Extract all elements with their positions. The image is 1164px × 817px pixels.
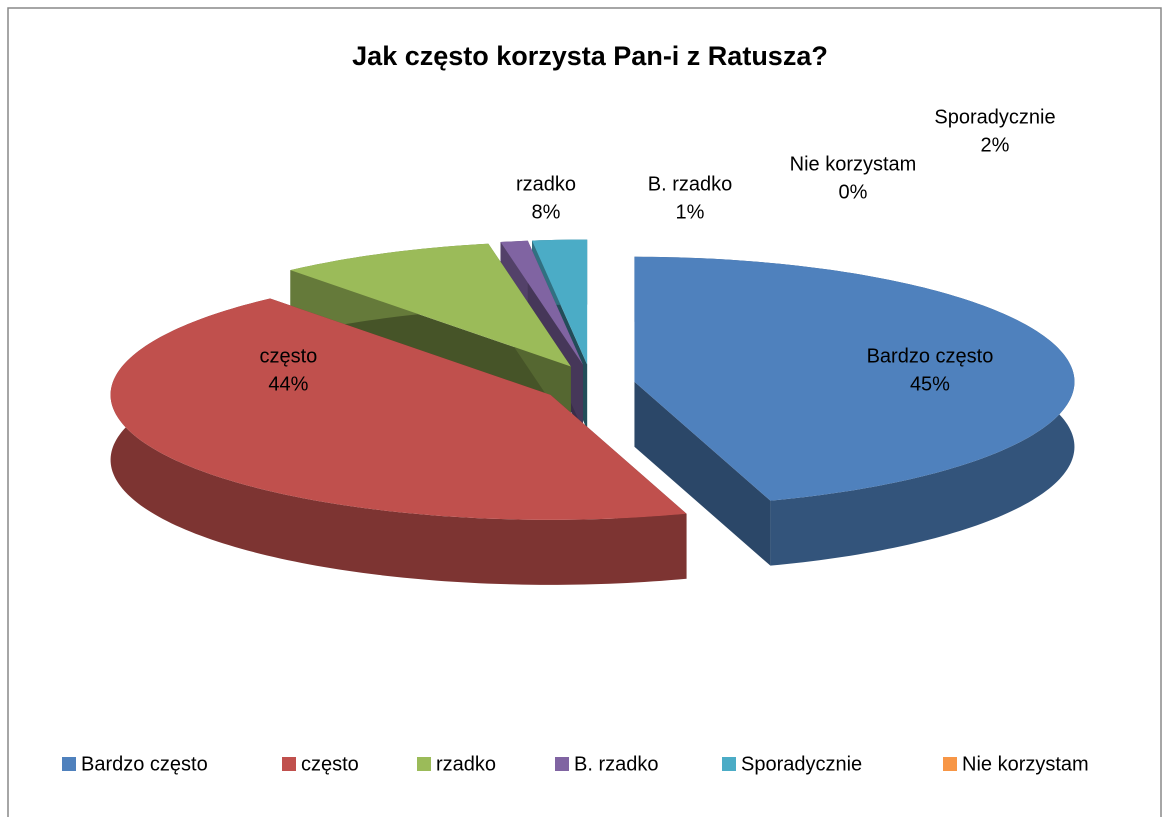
data-label: 45% xyxy=(910,373,950,395)
slice xyxy=(500,240,583,365)
slice xyxy=(634,256,1075,501)
data-label: 44% xyxy=(268,373,308,395)
data-label: 1% xyxy=(676,201,705,223)
slice-side xyxy=(634,381,771,566)
legend-label: często xyxy=(301,753,359,775)
legend-swatch xyxy=(282,757,296,771)
data-label: Nie korzystam xyxy=(790,153,917,175)
data-label: Sporadycznie xyxy=(934,106,1055,128)
data-label: 2% xyxy=(981,134,1010,156)
data-label: 0% xyxy=(839,181,868,203)
data-label: Bardzo często xyxy=(867,345,994,367)
slice xyxy=(532,239,588,365)
legend-label: B. rzadko xyxy=(574,753,658,775)
data-label: rzadko xyxy=(516,173,576,195)
slice xyxy=(110,298,687,585)
legend-label: Sporadycznie xyxy=(741,753,862,775)
legend-label: rzadko xyxy=(436,753,496,775)
slice-side xyxy=(110,298,687,585)
slice xyxy=(634,256,1075,566)
slice xyxy=(110,298,687,520)
data-label: 8% xyxy=(532,201,561,223)
data-label: B. rzadko xyxy=(648,173,732,195)
legend-swatch xyxy=(722,757,736,771)
legend-swatch xyxy=(62,757,76,771)
legend-swatch xyxy=(555,757,569,771)
legend-label: Bardzo często xyxy=(81,753,208,775)
data-label: często xyxy=(259,345,317,367)
legend-swatch xyxy=(417,757,431,771)
chart-title: Jak często korzysta Pan-i z Ratusza? xyxy=(352,41,828,71)
legend-swatch xyxy=(943,757,957,771)
slice xyxy=(290,243,571,367)
legend-label: Nie korzystam xyxy=(962,753,1089,775)
